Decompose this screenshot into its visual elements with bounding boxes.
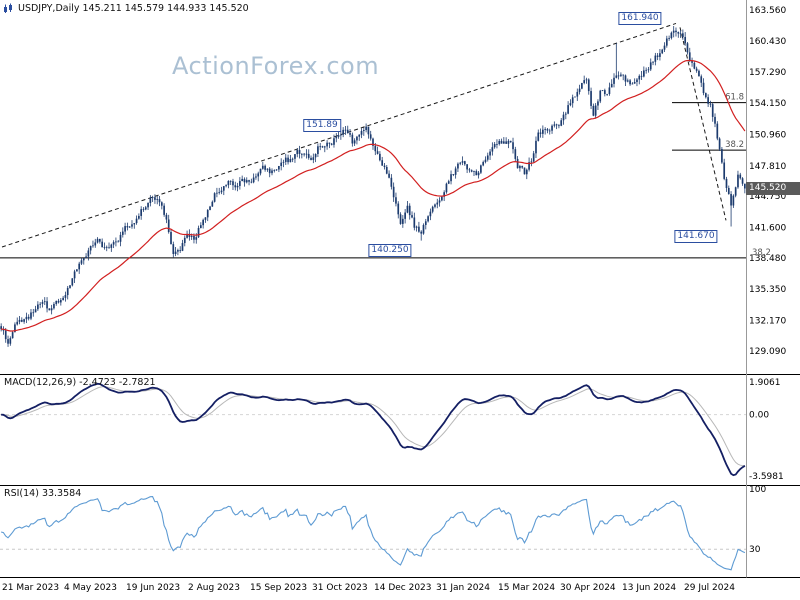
symbol-ohlc-text: USDJPY,Daily 145.211 145.579 144.933 145… <box>18 3 249 14</box>
svg-text:31 Oct 2023: 31 Oct 2023 <box>312 583 368 593</box>
svg-text:21 Mar 2023: 21 Mar 2023 <box>2 583 59 593</box>
svg-text:30 Apr 2024: 30 Apr 2024 <box>560 583 616 593</box>
svg-text:15 Mar 2024: 15 Mar 2024 <box>498 583 555 593</box>
svg-text:61.8: 61.8 <box>725 93 744 103</box>
watermark: ActionForex.com <box>172 52 380 80</box>
svg-text:154.150: 154.150 <box>749 99 786 109</box>
svg-text:14 Dec 2023: 14 Dec 2023 <box>374 583 432 593</box>
svg-text:129.090: 129.090 <box>749 347 786 357</box>
macd-label: MACD(12,26,9) -2.4723 -2.7821 <box>4 377 156 388</box>
svg-text:2 Aug 2023: 2 Aug 2023 <box>188 583 240 593</box>
symbol-ohlc-line: USDJPY,Daily 145.211 145.579 144.933 145… <box>3 3 249 14</box>
svg-text:135.350: 135.350 <box>749 285 786 295</box>
svg-text:100: 100 <box>749 485 766 495</box>
svg-text:163.560: 163.560 <box>749 6 786 16</box>
svg-text:38.2: 38.2 <box>752 248 771 258</box>
svg-text:13 Jun 2024: 13 Jun 2024 <box>622 583 676 593</box>
rsi-label: RSI(14) 33.3584 <box>4 488 82 499</box>
svg-text:138.480: 138.480 <box>749 254 786 264</box>
svg-text:150.960: 150.960 <box>749 131 786 141</box>
svg-text:147.810: 147.810 <box>749 162 786 172</box>
svg-text:31 Jan 2024: 31 Jan 2024 <box>436 583 490 593</box>
svg-text:1.9061: 1.9061 <box>749 378 781 388</box>
svg-text:132.170: 132.170 <box>749 317 786 327</box>
svg-text:141.600: 141.600 <box>749 223 786 233</box>
candlestick-icon <box>4 3 12 13</box>
svg-text:0.00: 0.00 <box>749 411 769 421</box>
svg-text:38.2: 38.2 <box>725 140 744 150</box>
svg-text:30: 30 <box>749 545 761 555</box>
svg-text:144.750: 144.750 <box>749 192 786 202</box>
svg-text:19 Jun 2023: 19 Jun 2023 <box>126 583 180 593</box>
svg-text:15 Sep 2023: 15 Sep 2023 <box>250 583 307 593</box>
svg-text:-3.5981: -3.5981 <box>749 472 784 482</box>
svg-text:29 Jul 2024: 29 Jul 2024 <box>684 583 735 593</box>
svg-text:160.430: 160.430 <box>749 37 786 47</box>
svg-text:4 May 2023: 4 May 2023 <box>64 583 117 593</box>
svg-text:157.290: 157.290 <box>749 68 786 78</box>
